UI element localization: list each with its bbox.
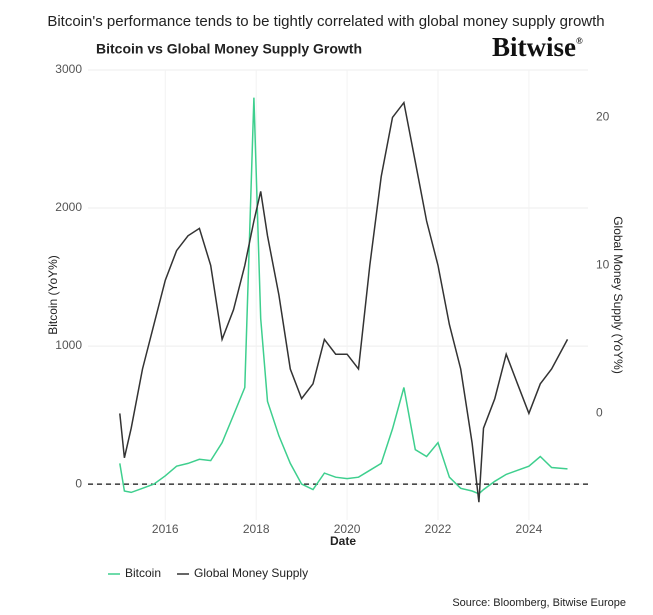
x-axis-label: Date (330, 534, 356, 548)
y-tick-label: 3000 (55, 62, 82, 76)
logo-mark: ® (576, 36, 583, 46)
chart-title: Bitcoin vs Global Money Supply Growth (96, 41, 362, 57)
series-line (119, 100, 569, 503)
y2-tick-label: 10 (596, 258, 610, 272)
x-tick-label: 2022 (425, 522, 452, 536)
x-tick-label: 2016 (152, 522, 179, 536)
y-axis-label: Bitcoin (YoY%) (46, 255, 60, 335)
y-tick-label: 2000 (55, 200, 82, 214)
y-tick-label: 1000 (55, 338, 82, 352)
logo: Bitwise® (492, 32, 583, 62)
legend-label: Bitcoin (125, 566, 161, 580)
headline: Bitcoin's performance tends to be tightl… (47, 13, 604, 30)
source: Source: Bloomberg, Bitwise Europe (452, 597, 626, 609)
x-tick-label: 2020 (334, 522, 361, 536)
y2-tick-label: 0 (596, 406, 603, 420)
x-tick-label: 2024 (516, 522, 543, 536)
x-tick-label: 2018 (243, 522, 270, 536)
y2-axis-label: Global Money Supply (YoY%) (611, 216, 625, 374)
logo-text: Bitwise (492, 32, 576, 62)
legend-label: Global Money Supply (194, 566, 308, 580)
y-tick-label: 0 (75, 476, 82, 490)
y2-tick-label: 20 (596, 110, 610, 124)
series-line (119, 97, 568, 495)
